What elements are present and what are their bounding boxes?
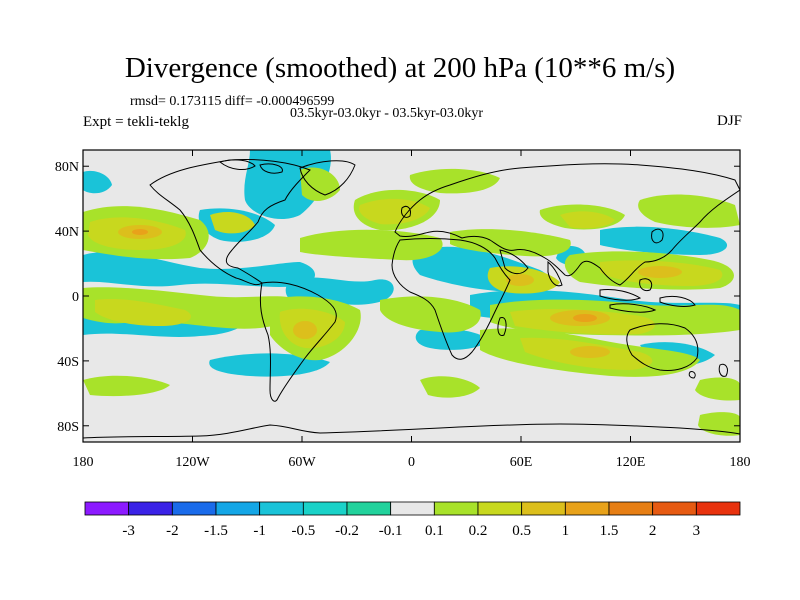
colorbar-label: 1.5	[600, 523, 619, 539]
greenland-coast	[299, 160, 356, 196]
australia-coast	[626, 323, 699, 371]
colorbar-label: -2	[166, 523, 179, 539]
period-label: 03.5kyr-03.0kyr - 03.5kyr-03.0kyr	[290, 106, 484, 121]
longitude-axis: 180 120W 60W 0 60E 120E 180	[73, 150, 751, 470]
lon-label: 180	[73, 455, 94, 470]
colorbar-swatch	[652, 501, 697, 516]
north-america-coast	[149, 159, 311, 286]
rmsd-diff-stats: rmsd= 0.173115 diff= -0.000496599	[130, 94, 335, 109]
colorbar-swatch	[521, 501, 566, 516]
colorbar-swatch	[128, 501, 173, 516]
colorbar-label: 2	[649, 523, 657, 539]
colorbar-swatch	[215, 501, 261, 516]
lon-label: 120W	[175, 455, 210, 470]
strong-positive-divergence-regions	[118, 225, 682, 358]
colorbar-label: 0.5	[512, 523, 531, 539]
colorbar-label: -1	[253, 523, 266, 539]
colorbar-swatch	[433, 501, 479, 516]
map-title: Divergence (smoothed) at 200 hPa (10**6 …	[124, 52, 676, 84]
lon-label: 60W	[288, 455, 316, 470]
strongest-positive-divergence-regions	[132, 229, 597, 322]
colorbar-swatch	[564, 501, 610, 516]
lon-label: 180	[730, 455, 751, 470]
colorbar-swatch	[695, 501, 741, 516]
coastlines	[83, 159, 740, 439]
colorbar-label: 3	[693, 523, 701, 539]
latitude-axis: 80N 40N 0 40S 80S	[55, 160, 740, 435]
colorbar-label: -0.5	[291, 523, 315, 539]
colorbar-label: -1.5	[204, 523, 228, 539]
colorbar-swatch	[390, 501, 435, 516]
lat-label: 80N	[55, 160, 79, 175]
colorbar-label: -0.1	[379, 523, 403, 539]
antarctica-coast	[83, 423, 740, 439]
lat-label: 0	[72, 290, 79, 305]
colorbar: -3 -2 -1.5 -1 -0.5 -0.2 -0.1 0.1 0.2 0.5 1 1.5 2 3	[84, 501, 741, 539]
lon-label: 120E	[616, 455, 646, 470]
colorbar-label: 1	[562, 523, 570, 539]
lat-label: 80S	[57, 420, 79, 435]
south-america-coast	[259, 281, 337, 402]
lon-label: 0	[408, 455, 415, 470]
colorbar-swatch	[477, 501, 523, 516]
lat-label: 40N	[55, 225, 79, 240]
africa-coast	[391, 238, 511, 360]
colorbar-label: -3	[122, 523, 135, 539]
eurasia-coast	[394, 163, 740, 286]
colorbar-swatch	[171, 501, 217, 516]
lat-label: 40S	[57, 355, 79, 370]
colorbar-swatch	[259, 501, 304, 516]
divergence-field	[83, 150, 740, 436]
colorbar-label: 0.2	[469, 523, 488, 539]
colorbar-swatch	[302, 501, 348, 516]
colorbar-label: -0.2	[335, 523, 359, 539]
experiment-label: Expt = tekli-teklg	[83, 114, 189, 130]
colorbar-swatch	[346, 501, 392, 516]
season-label: DJF	[716, 113, 742, 129]
colorbar-swatch	[608, 501, 654, 516]
lon-label: 60E	[510, 455, 533, 470]
colorbar-label: 0.1	[425, 523, 444, 539]
colorbar-swatch	[84, 501, 130, 516]
